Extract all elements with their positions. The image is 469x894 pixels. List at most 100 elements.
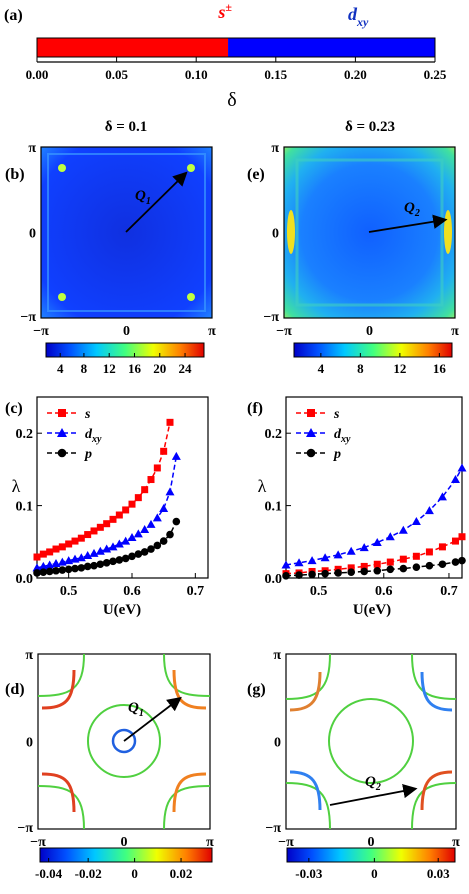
x-tick-label: 0.5 xyxy=(310,584,328,599)
data-point-p xyxy=(412,563,421,571)
y-tick-label: π xyxy=(273,648,281,663)
data-point-s xyxy=(84,531,92,539)
panel-c-label: (c) xyxy=(5,400,23,417)
data-point-p xyxy=(295,571,303,579)
data-point-p xyxy=(115,556,124,564)
series-line-d xyxy=(285,467,463,566)
y-tick-label: 0 xyxy=(272,227,279,242)
hotspot xyxy=(58,164,66,172)
x-tick-label: 0 xyxy=(123,324,130,339)
x-tick-label: 0 xyxy=(368,835,375,850)
data-point-p xyxy=(90,561,98,570)
panel-e-label: (e) xyxy=(247,166,265,183)
data-point-p xyxy=(172,517,181,526)
data-point-p xyxy=(451,558,460,566)
data-point-s xyxy=(373,560,381,568)
y-tick-label: 0.2 xyxy=(16,427,34,442)
colorbar-gradient xyxy=(293,342,453,358)
panel-e: (e) Q2 −π 0 π π 0 −π xyxy=(247,141,459,339)
data-point-d xyxy=(320,553,330,562)
x-tick-label: π xyxy=(208,324,216,339)
data-point-p xyxy=(140,548,149,556)
panel-f-frame xyxy=(285,396,463,579)
panel-a: (a) 0.00 0.05 0.10 0.15 0.20 0.25 s± dxy δ xyxy=(4,0,447,111)
panel-c: (c) 0.5 0.6 0.7 0.0 0.1 0.2 s dxy p λ U(eV) xyxy=(5,396,209,618)
data-point-p xyxy=(458,556,466,565)
data-point-p xyxy=(64,565,73,574)
colorbar-tick-label: 4 xyxy=(318,361,325,376)
data-point-d xyxy=(457,463,467,472)
legend-marker xyxy=(306,448,316,458)
hotspot xyxy=(444,210,452,254)
colorbar-tick-label: 4 xyxy=(57,361,64,376)
data-point-d xyxy=(127,532,137,541)
q2-label: Q2 xyxy=(404,200,420,219)
data-point-p xyxy=(121,554,130,563)
x-tick-label: −π xyxy=(276,324,292,339)
data-point-d xyxy=(359,543,369,552)
data-point-s xyxy=(134,494,142,502)
x-tick-label: −π xyxy=(33,324,49,339)
panel-f: (f) 0.5 0.6 0.7 0.0 0.1 0.2 s dxy p λ U(eV) xyxy=(247,396,467,618)
data-point-d xyxy=(76,553,86,562)
data-point-d xyxy=(307,556,317,565)
data-point-d xyxy=(57,557,67,566)
data-point-s xyxy=(347,564,355,572)
panel-c-ylabel: λ xyxy=(12,476,21,496)
data-point-s xyxy=(52,545,60,553)
hot-arc xyxy=(289,770,322,811)
colorbar-tick-label: -0.03 xyxy=(295,866,323,881)
legend-label: p xyxy=(333,447,341,462)
data-point-p xyxy=(399,564,408,573)
data-point-s xyxy=(386,558,394,566)
data-point-s xyxy=(115,511,123,519)
y-tick-label: π xyxy=(25,648,33,663)
x-tick-label: 0 xyxy=(121,835,128,850)
data-point-s xyxy=(90,527,98,535)
data-point-d xyxy=(140,524,150,533)
panel-g-colorbar: -0.03 0 0.03 xyxy=(286,847,456,881)
data-point-s xyxy=(71,537,79,545)
data-point-s xyxy=(128,500,136,508)
data-point-p xyxy=(96,560,105,569)
q1-vector xyxy=(125,171,188,233)
panel-g: (g) Q2 −π 0 π π 0 −π xyxy=(247,648,460,850)
x-tick-label: π xyxy=(451,324,459,339)
panel-g-fermi-surface xyxy=(285,653,457,830)
panel-a-xlabel: δ xyxy=(227,89,236,111)
colorbar-tick-label: 24 xyxy=(179,361,193,376)
colorbar-gradient xyxy=(45,342,205,358)
data-point-s xyxy=(109,515,117,523)
panel-g-label: (g) xyxy=(247,681,266,698)
data-point-d xyxy=(102,544,112,553)
data-point-p xyxy=(308,570,316,579)
data-point-s xyxy=(65,540,73,548)
panel-e-colorbar: 4 8 12 16 xyxy=(293,342,453,376)
y-tick-label: −π xyxy=(263,310,279,325)
panel-g-frame xyxy=(285,653,457,830)
panel-c-xlabel: U(eV) xyxy=(103,602,141,618)
data-point-p xyxy=(425,561,434,570)
x-tick-label: 0 xyxy=(366,324,373,339)
data-point-d xyxy=(281,560,291,569)
panel-e-ticks: −π 0 π π 0 −π xyxy=(263,141,459,339)
data-point-d xyxy=(346,546,356,555)
y-tick-label: 0.0 xyxy=(265,572,283,587)
data-point-s xyxy=(46,548,54,556)
x-tick-label: −π xyxy=(278,835,294,850)
data-point-s xyxy=(438,543,446,551)
y-tick-label: 0 xyxy=(274,736,281,751)
data-point-p xyxy=(153,541,162,550)
data-point-p xyxy=(52,566,60,575)
y-tick-label: 0.0 xyxy=(16,572,34,587)
panel-c-plot: 0.5 0.6 0.7 0.0 0.1 0.2 s dxy p xyxy=(16,407,205,599)
legend-label: s xyxy=(333,407,340,422)
series-line-s xyxy=(36,422,171,558)
data-point-d xyxy=(437,492,447,501)
colorbar-tick-label: 0 xyxy=(371,866,378,881)
data-point-p xyxy=(360,567,369,576)
panel-f-ylabel: λ xyxy=(258,476,267,496)
colorbar-tick-label: 12 xyxy=(393,361,406,376)
title-delta-0-23: δ = 0.23 xyxy=(345,119,395,135)
